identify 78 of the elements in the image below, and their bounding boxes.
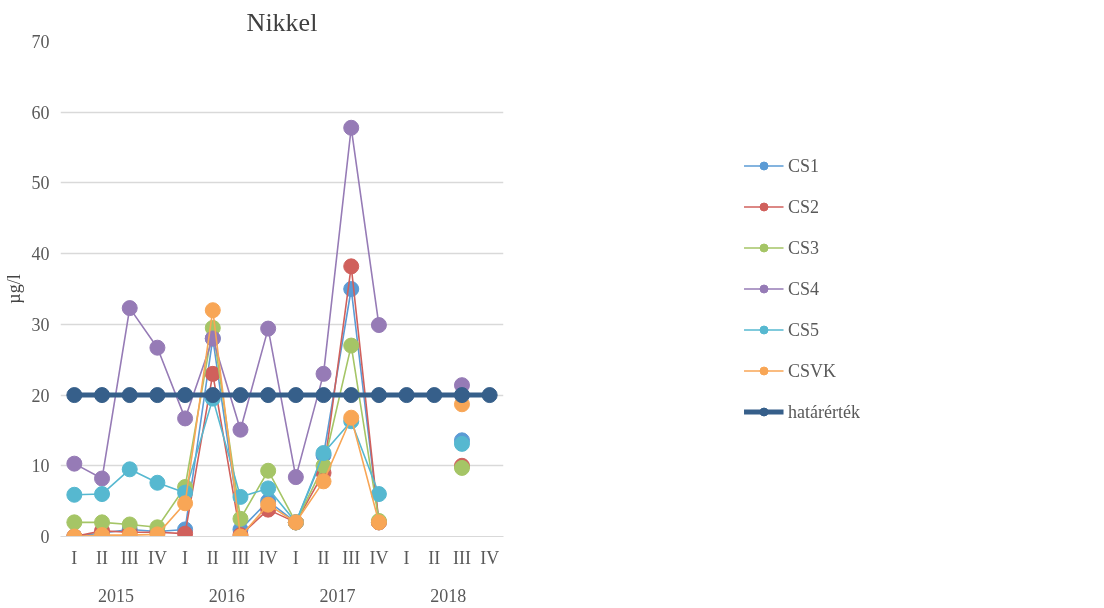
text: 2016: [208, 585, 245, 606]
legend-label: CS2: [788, 196, 820, 217]
point: [149, 339, 166, 356]
y-tick-label: 0: [40, 527, 50, 547]
point: [94, 387, 111, 404]
point: [177, 495, 194, 512]
point: [94, 470, 111, 487]
point: [315, 473, 332, 490]
legend-label: CS5: [788, 319, 820, 340]
x-tick-label: III: [231, 547, 250, 568]
x-tick-label: II: [317, 547, 330, 568]
x-tick-label: I: [403, 547, 410, 568]
point: [232, 421, 249, 438]
point: [204, 365, 221, 382]
x-tick-label: IV: [258, 547, 278, 568]
point: [94, 486, 111, 503]
point: [426, 387, 443, 404]
y-axis-title: µg/l: [3, 274, 24, 304]
point: [343, 119, 360, 136]
point: [149, 387, 166, 404]
x-tick-label: II: [206, 547, 219, 568]
point: [232, 387, 249, 404]
point: [315, 387, 332, 404]
y-tick-label: 60: [31, 102, 50, 123]
point: [149, 474, 166, 491]
point: [177, 410, 194, 427]
x-tick-label: III: [120, 547, 139, 568]
x-tick-label: IV: [480, 547, 500, 568]
point: [260, 480, 277, 497]
point: [66, 455, 83, 472]
point: [66, 486, 83, 503]
x-tick-label: II: [428, 547, 441, 568]
legend-label: CS4: [788, 278, 820, 299]
x-tick-label: IV: [369, 547, 389, 568]
point: [260, 320, 277, 337]
legend-label: CS1: [788, 155, 820, 176]
y-tick-label: 20: [31, 385, 50, 406]
x-tick-label: I: [71, 547, 78, 568]
x-tick-label: IV: [147, 547, 167, 568]
legend-label: határérték: [788, 401, 860, 422]
x-tick-label: I: [292, 547, 299, 568]
point: [121, 300, 138, 317]
x-tick-label: II: [96, 547, 109, 568]
point: [343, 387, 360, 404]
point: [66, 514, 83, 531]
point: [204, 302, 221, 319]
point: [121, 461, 138, 478]
x-tick-label: III: [452, 547, 471, 568]
point: [260, 387, 277, 404]
y-tick-label: 30: [31, 314, 50, 335]
point: [177, 387, 194, 404]
point: [315, 365, 332, 382]
x-tick-label: III: [342, 547, 361, 568]
point: [66, 387, 83, 404]
x-tick-label: I: [182, 547, 189, 568]
point: [287, 387, 304, 404]
y-tick-label: 40: [31, 244, 50, 265]
text: 2018: [430, 585, 467, 606]
chart-title: Nikkel: [246, 7, 318, 37]
y-tick-label: 10: [31, 456, 50, 477]
point: [260, 462, 277, 479]
point: [370, 317, 387, 334]
point: [121, 387, 138, 404]
point: [398, 387, 415, 404]
legend-label: CS3: [788, 237, 820, 258]
legend-label: CSVK: [788, 360, 837, 381]
point: [343, 337, 360, 354]
y-tick-label: 70: [31, 32, 50, 52]
point: [481, 387, 498, 404]
y-tick-label: 50: [31, 173, 50, 194]
point: [343, 258, 360, 275]
text: 2017: [319, 585, 356, 606]
point: [343, 409, 360, 426]
point: [370, 486, 387, 503]
point: [287, 469, 304, 486]
point: [453, 387, 470, 404]
text: 2015: [97, 585, 134, 606]
point: [370, 387, 387, 404]
